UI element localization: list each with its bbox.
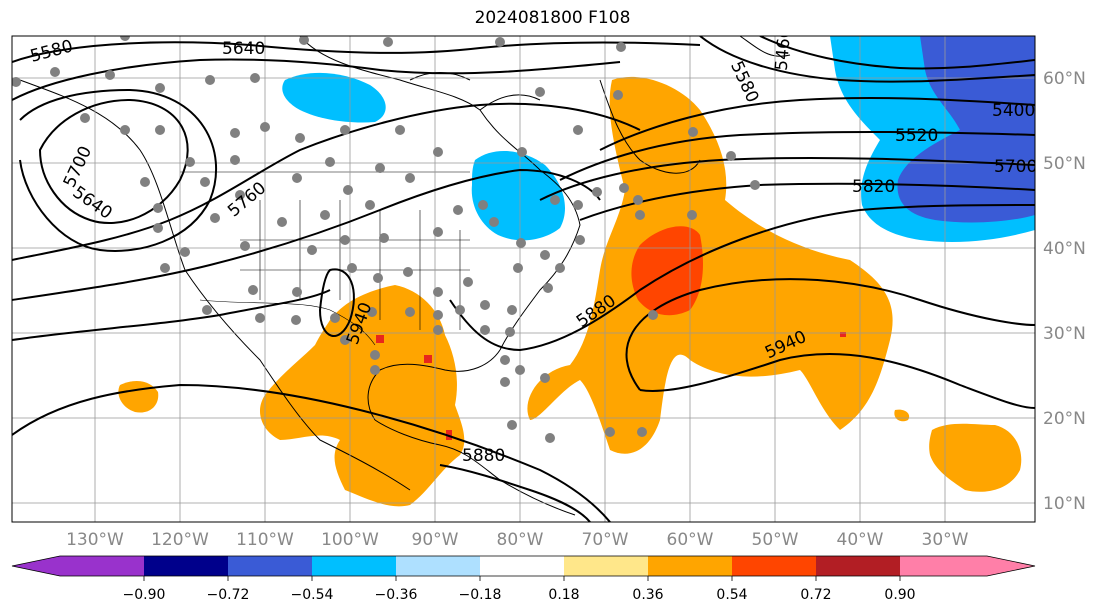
positive-anomaly-atlantic bbox=[527, 76, 893, 454]
lon-label: 120°W bbox=[151, 530, 209, 550]
colorbar-tick-label: 0.90 bbox=[884, 587, 915, 603]
map-frame bbox=[11, 35, 1036, 523]
negative-anomaly-north-atlantic-core bbox=[897, 36, 1035, 223]
colorbar-segment bbox=[12, 556, 60, 576]
colorbar-segment bbox=[732, 556, 816, 576]
contour-label: 5520 bbox=[895, 126, 938, 146]
colorbar-tick-label: 0.36 bbox=[632, 587, 663, 603]
contour-label: 5460 bbox=[772, 27, 796, 72]
colorbar-segment bbox=[60, 556, 144, 576]
colorbar: −0.90 −0.72 −0.54 −0.36 −0.18 0.18 0.36 … bbox=[11, 555, 1036, 603]
colorbar-outline bbox=[11, 555, 1036, 577]
lon-label: 30°W bbox=[922, 530, 969, 550]
borders bbox=[180, 171, 470, 346]
colorbar-segment bbox=[480, 556, 564, 576]
colorbar-tick-label: −0.90 bbox=[123, 587, 166, 603]
negative-anomaly-western-canada bbox=[282, 72, 386, 123]
lat-label: 20°N bbox=[1043, 409, 1086, 429]
colorbar-tick-label: −0.36 bbox=[375, 587, 418, 603]
longitude-labels: 130°W 120°W 110°W 100°W 90°W 80°W 70°W 6… bbox=[66, 530, 969, 550]
contour-label: 5400 bbox=[992, 101, 1035, 121]
contour-label: 5640 bbox=[222, 39, 265, 59]
strong-anomaly-spot bbox=[840, 332, 846, 337]
strong-anomaly-spot bbox=[424, 355, 432, 363]
lat-label: 40°N bbox=[1043, 239, 1086, 259]
lon-label: 130°W bbox=[66, 530, 124, 550]
positive-anomaly-gulf-mexico bbox=[260, 285, 465, 507]
positive-anomaly-east-atlantic bbox=[929, 423, 1022, 492]
lat-label: 10°N bbox=[1043, 494, 1086, 514]
lat-label: 30°N bbox=[1043, 324, 1086, 344]
colorbar-segment bbox=[228, 556, 312, 576]
contour-label: 5880 bbox=[462, 446, 505, 466]
colorbar-tick-label: 0.54 bbox=[716, 587, 747, 603]
colorbar-segment bbox=[564, 556, 648, 576]
colorbar-segment bbox=[312, 556, 396, 576]
lon-label: 60°W bbox=[667, 530, 714, 550]
contour-label: 5820 bbox=[852, 177, 895, 197]
station-dots bbox=[12, 36, 760, 443]
map-title: 2024081800 F108 bbox=[474, 8, 631, 28]
latitude-labels: 60°N 50°N 40°N 30°N 20°N 10°N bbox=[1043, 69, 1086, 514]
lon-label: 70°W bbox=[582, 530, 629, 550]
lon-label: 80°W bbox=[497, 530, 544, 550]
coastlines bbox=[19, 36, 791, 516]
colorbar-tick-label: 0.18 bbox=[548, 587, 579, 603]
colorbar-tick-label: −0.18 bbox=[459, 587, 502, 603]
lon-label: 40°W bbox=[837, 530, 884, 550]
colorbar-tick-label: −0.72 bbox=[207, 587, 250, 603]
lon-label: 100°W bbox=[321, 530, 379, 550]
strong-anomaly-spot bbox=[376, 335, 384, 343]
colorbar-ticks bbox=[143, 576, 901, 581]
height-contours bbox=[12, 36, 1035, 522]
colorbar-segment bbox=[900, 556, 987, 576]
colorbar-segment bbox=[648, 556, 732, 576]
colorbar-segment bbox=[396, 556, 480, 576]
lon-label: 50°W bbox=[752, 530, 799, 550]
strong-anomaly-core bbox=[631, 226, 703, 316]
contour-label: 5700 bbox=[994, 157, 1037, 177]
colorbar-segment bbox=[144, 556, 228, 576]
colorbar-segment bbox=[816, 556, 900, 576]
map-area: 5580 5640 5700 5640 5760 5940 5580 5460 … bbox=[12, 27, 1037, 522]
lon-label: 110°W bbox=[236, 530, 294, 550]
colorbar-segment bbox=[987, 556, 1035, 576]
lon-label: 90°W bbox=[412, 530, 459, 550]
lat-label: 60°N bbox=[1043, 69, 1086, 89]
colorbar-tick-label: −0.54 bbox=[291, 587, 334, 603]
anomaly-shading bbox=[118, 36, 1035, 507]
colorbar-tick-label: 0.72 bbox=[800, 587, 831, 603]
lat-label: 50°N bbox=[1043, 154, 1086, 174]
